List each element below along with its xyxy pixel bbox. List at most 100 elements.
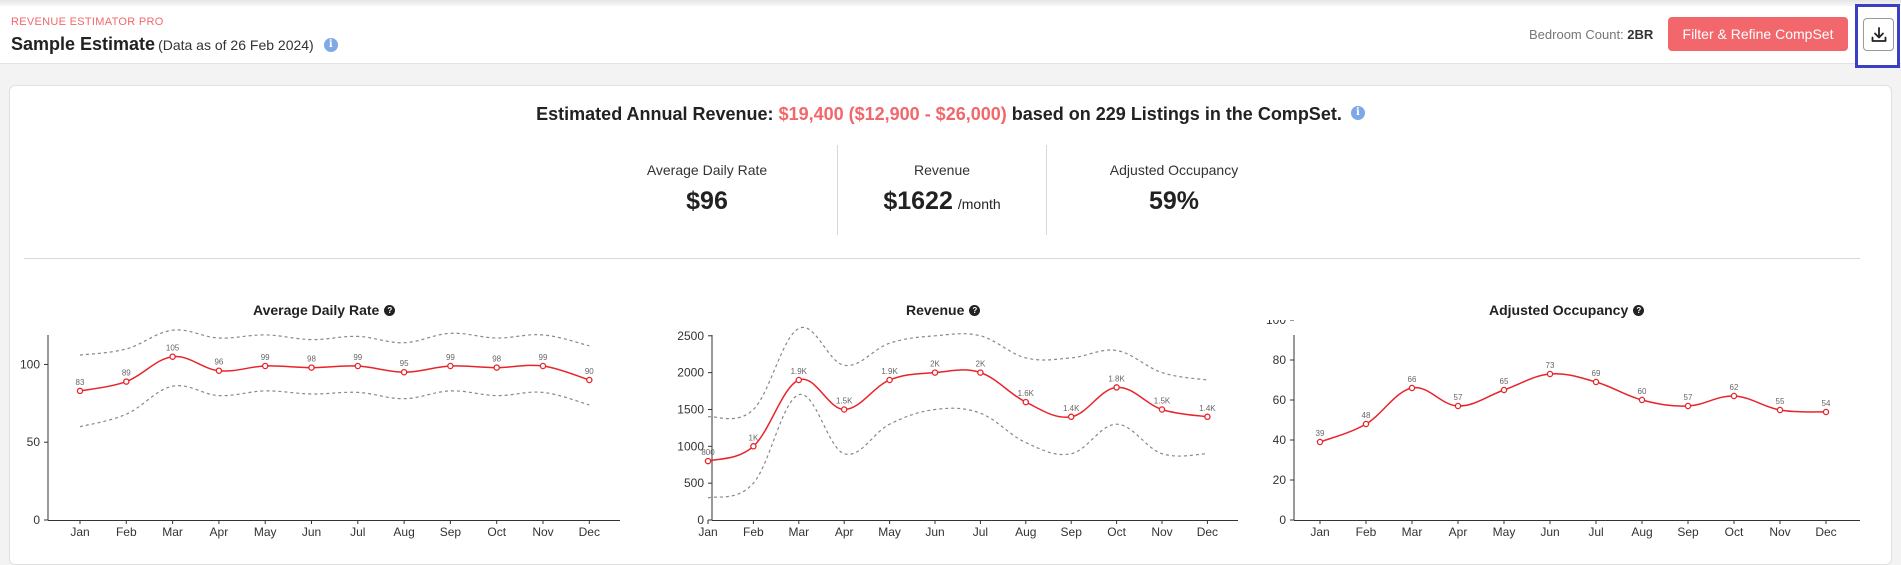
data-label: 1.4K bbox=[1199, 404, 1216, 413]
data-point[interactable] bbox=[931, 369, 939, 376]
data-point[interactable] bbox=[1408, 384, 1416, 392]
revenue-chart: 0 500 1000 1500 2000 2500 Jan Feb Mar Apr May Jun Ju… bbox=[677, 326, 1238, 539]
y-tick-label: 2000 bbox=[677, 366, 704, 380]
x-tick-label: Oct bbox=[487, 525, 506, 539]
x-tick-label: Nov bbox=[1769, 525, 1790, 539]
stat-value-number: $1622 bbox=[883, 187, 953, 215]
data-label: 66 bbox=[1408, 375, 1417, 384]
data-point[interactable] bbox=[704, 457, 712, 465]
x-tick-label: Jun bbox=[925, 525, 944, 539]
stat-divider bbox=[837, 145, 838, 235]
data-point[interactable] bbox=[169, 353, 176, 360]
x-tick-label: Nov bbox=[1151, 525, 1172, 539]
chart-title-occupancy: Adjusted Occupancy? bbox=[1489, 302, 1645, 318]
stat-value: $96 bbox=[602, 187, 812, 216]
y-tick-label: 1000 bbox=[677, 439, 704, 453]
chart-title-text: Adjusted Occupancy bbox=[1489, 302, 1629, 318]
download-highlight bbox=[1855, 4, 1900, 68]
data-point[interactable] bbox=[76, 387, 84, 395]
data-label: 98 bbox=[492, 355, 501, 364]
data-point[interactable] bbox=[493, 364, 500, 371]
data-point[interactable] bbox=[308, 364, 315, 371]
data-label: 1.5K bbox=[836, 397, 853, 406]
stat-value: 59% bbox=[1069, 187, 1279, 216]
data-point[interactable] bbox=[447, 362, 454, 370]
help-icon[interactable]: ? bbox=[1633, 304, 1645, 316]
stat-unit: /month bbox=[957, 196, 1001, 212]
data-point[interactable] bbox=[400, 368, 408, 376]
section-divider bbox=[24, 258, 1860, 259]
data-label: 1.9K bbox=[881, 367, 898, 376]
data-point[interactable] bbox=[1022, 398, 1030, 406]
x-tick-label: Feb bbox=[116, 525, 137, 539]
x-tick-label: Feb bbox=[743, 525, 764, 539]
bedroom-count-label: Bedroom Count: bbox=[1529, 27, 1624, 42]
data-point[interactable] bbox=[354, 362, 362, 370]
summary-suffix: based on 229 Listings in the CompSet. bbox=[1011, 104, 1342, 124]
data-point[interactable] bbox=[1730, 392, 1738, 400]
data-label: 99 bbox=[446, 353, 455, 362]
summary-info-icon[interactable]: i bbox=[1350, 106, 1365, 121]
x-tick-label: Jul bbox=[1588, 525, 1603, 539]
data-label: 1.4K bbox=[1063, 404, 1080, 413]
data-point[interactable] bbox=[977, 369, 984, 376]
data-point[interactable] bbox=[1776, 406, 1784, 414]
data-point[interactable] bbox=[123, 378, 130, 385]
data-point[interactable] bbox=[1684, 402, 1692, 410]
data-point[interactable] bbox=[795, 376, 803, 384]
stat-label: Revenue bbox=[913, 162, 971, 178]
info-icon[interactable]: i bbox=[323, 37, 338, 52]
data-label: 89 bbox=[122, 369, 131, 378]
x-tick-label: Dec bbox=[1197, 525, 1218, 539]
x-tick-label: Sep bbox=[1677, 525, 1699, 539]
data-point[interactable] bbox=[1546, 370, 1554, 378]
data-label: 65 bbox=[1500, 377, 1509, 386]
data-point[interactable] bbox=[215, 367, 223, 374]
data-label: 73 bbox=[1546, 361, 1555, 370]
data-point[interactable] bbox=[1067, 413, 1075, 421]
data-label: 69 bbox=[1592, 369, 1601, 378]
stat-value-number: $96 bbox=[686, 187, 728, 215]
data-point[interactable] bbox=[586, 376, 593, 384]
title-row: Sample Estimate (Data as of 26 Feb 2024)… bbox=[11, 34, 338, 55]
data-point[interactable] bbox=[1113, 384, 1120, 391]
x-tick-label: Mar bbox=[1402, 525, 1423, 539]
y-tick-label: 0 bbox=[697, 513, 704, 527]
series-line bbox=[707, 369, 1208, 462]
data-point[interactable] bbox=[1592, 378, 1600, 386]
download-button[interactable] bbox=[1863, 18, 1894, 51]
data-point[interactable] bbox=[750, 443, 757, 450]
data-point[interactable] bbox=[840, 406, 848, 413]
data-point[interactable] bbox=[1454, 402, 1462, 410]
data-point[interactable] bbox=[1822, 408, 1830, 416]
help-icon[interactable]: ? bbox=[969, 304, 981, 316]
data-label: 1K bbox=[749, 433, 759, 442]
data-point[interactable] bbox=[1362, 420, 1370, 428]
data-label: 99 bbox=[261, 353, 270, 362]
x-tick-label: Jan bbox=[70, 525, 89, 539]
filter-refine-compset-button[interactable]: Filter & Refine CompSet bbox=[1668, 17, 1848, 51]
x-tick-label: Oct bbox=[1725, 525, 1744, 539]
data-point[interactable] bbox=[1500, 386, 1508, 394]
download-icon bbox=[1871, 26, 1886, 42]
data-label: 800 bbox=[701, 448, 715, 457]
data-point[interactable] bbox=[261, 362, 269, 370]
data-point[interactable] bbox=[1638, 396, 1646, 404]
data-point[interactable] bbox=[1316, 438, 1324, 446]
x-tick-label: Jan bbox=[1310, 525, 1329, 539]
summary-prefix: Estimated Annual Revenue: bbox=[536, 104, 774, 124]
data-label: 48 bbox=[1362, 411, 1371, 420]
brand-label: REVENUE ESTIMATOR PRO bbox=[11, 16, 164, 28]
data-point[interactable] bbox=[539, 362, 547, 370]
data-point[interactable] bbox=[1158, 406, 1166, 413]
help-icon[interactable]: ? bbox=[384, 304, 396, 316]
stat-revenue: Revenue $1622/month bbox=[837, 162, 1047, 216]
x-tick-label: Dec bbox=[579, 525, 600, 539]
data-label: 62 bbox=[1730, 383, 1739, 392]
estimate-card bbox=[9, 85, 1892, 565]
data-point[interactable] bbox=[886, 376, 893, 384]
band-line bbox=[707, 394, 1208, 499]
data-point[interactable] bbox=[1204, 413, 1211, 421]
data-label: 1.5K bbox=[1154, 397, 1171, 406]
x-tick-label: Jun bbox=[1540, 525, 1559, 539]
